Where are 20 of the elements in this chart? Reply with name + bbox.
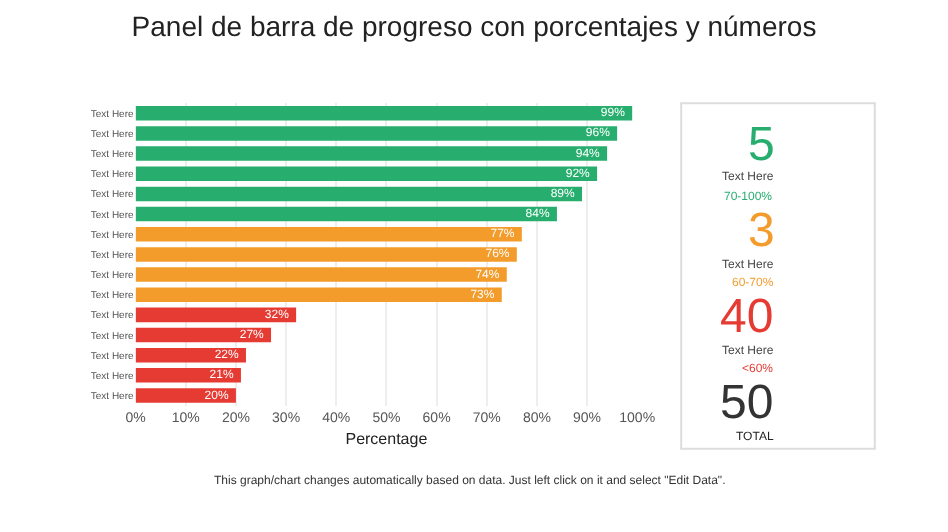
bar xyxy=(135,186,583,202)
bar xyxy=(135,368,241,383)
chart-title: Panel de barra de progreso con porcentajes y números xyxy=(131,9,817,42)
text: 40 xyxy=(720,290,774,344)
bar xyxy=(135,267,507,282)
bar xyxy=(135,146,608,161)
text: 5 xyxy=(748,118,775,172)
bar xyxy=(135,287,502,302)
text: 3 xyxy=(748,204,775,258)
bar xyxy=(135,166,598,182)
text: 50 xyxy=(720,376,774,430)
bar xyxy=(135,327,272,343)
bar xyxy=(135,247,517,262)
bar xyxy=(135,206,557,222)
bar xyxy=(135,106,633,121)
x-axis-title: Percentage xyxy=(345,429,429,448)
bar xyxy=(135,388,236,403)
bar xyxy=(135,126,618,141)
bar xyxy=(135,307,297,323)
bar xyxy=(135,226,522,242)
